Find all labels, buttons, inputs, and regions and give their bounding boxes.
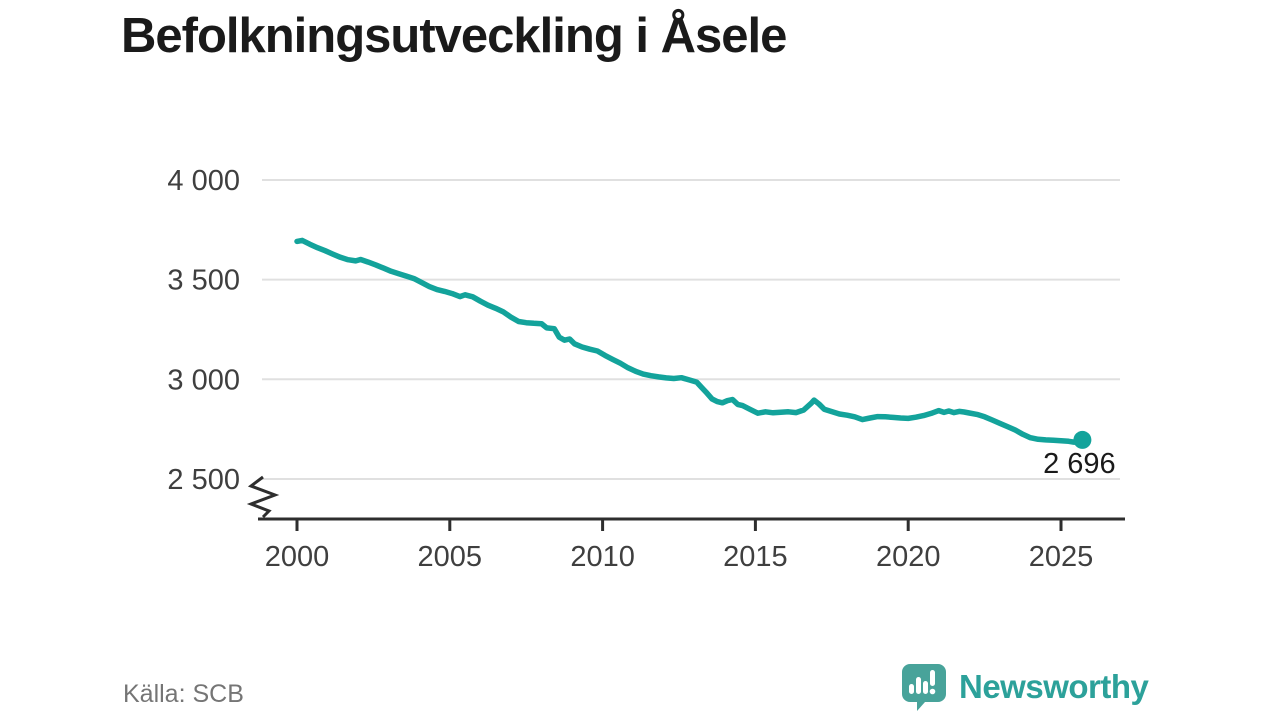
y-axis-label: 4 000 xyxy=(167,165,240,197)
logo-bar-2 xyxy=(916,677,921,694)
y-axis-label: 3 500 xyxy=(167,265,240,297)
newsworthy-logo-icon xyxy=(902,664,946,711)
x-axis-label: 2015 xyxy=(723,541,788,573)
logo-exclamation-dot xyxy=(929,688,936,695)
logo-exclamation-bar xyxy=(930,670,935,686)
last-value-label: 2 696 xyxy=(1043,448,1116,480)
y-axis-label: 3 000 xyxy=(167,364,240,396)
x-axis-label: 2000 xyxy=(265,541,330,573)
population-line xyxy=(294,237,1086,446)
newsworthy-logo: Newsworthy xyxy=(901,663,1149,711)
source-caption: Källa: SCB xyxy=(123,680,244,708)
axis-break-icon xyxy=(246,475,280,519)
x-axis-label: 2010 xyxy=(570,541,635,573)
x-axis-label: 2005 xyxy=(418,541,483,573)
chart-title: Befolkningsutveckling i Åsele xyxy=(121,9,787,63)
x-axis-label: 2025 xyxy=(1029,541,1094,573)
x-axis-label: 2020 xyxy=(876,541,941,573)
line-chart-canvas: 2 500 3 000 3 500 4 000 2000 2005 2010 2015 2020… xyxy=(167,165,1125,573)
last-value-dot xyxy=(1073,430,1092,449)
logo-bar-3 xyxy=(923,681,928,694)
y-axis-label: 2 500 xyxy=(167,464,240,496)
newsworthy-logo-text: Newsworthy xyxy=(959,668,1149,705)
logo-bar-1 xyxy=(909,684,914,694)
